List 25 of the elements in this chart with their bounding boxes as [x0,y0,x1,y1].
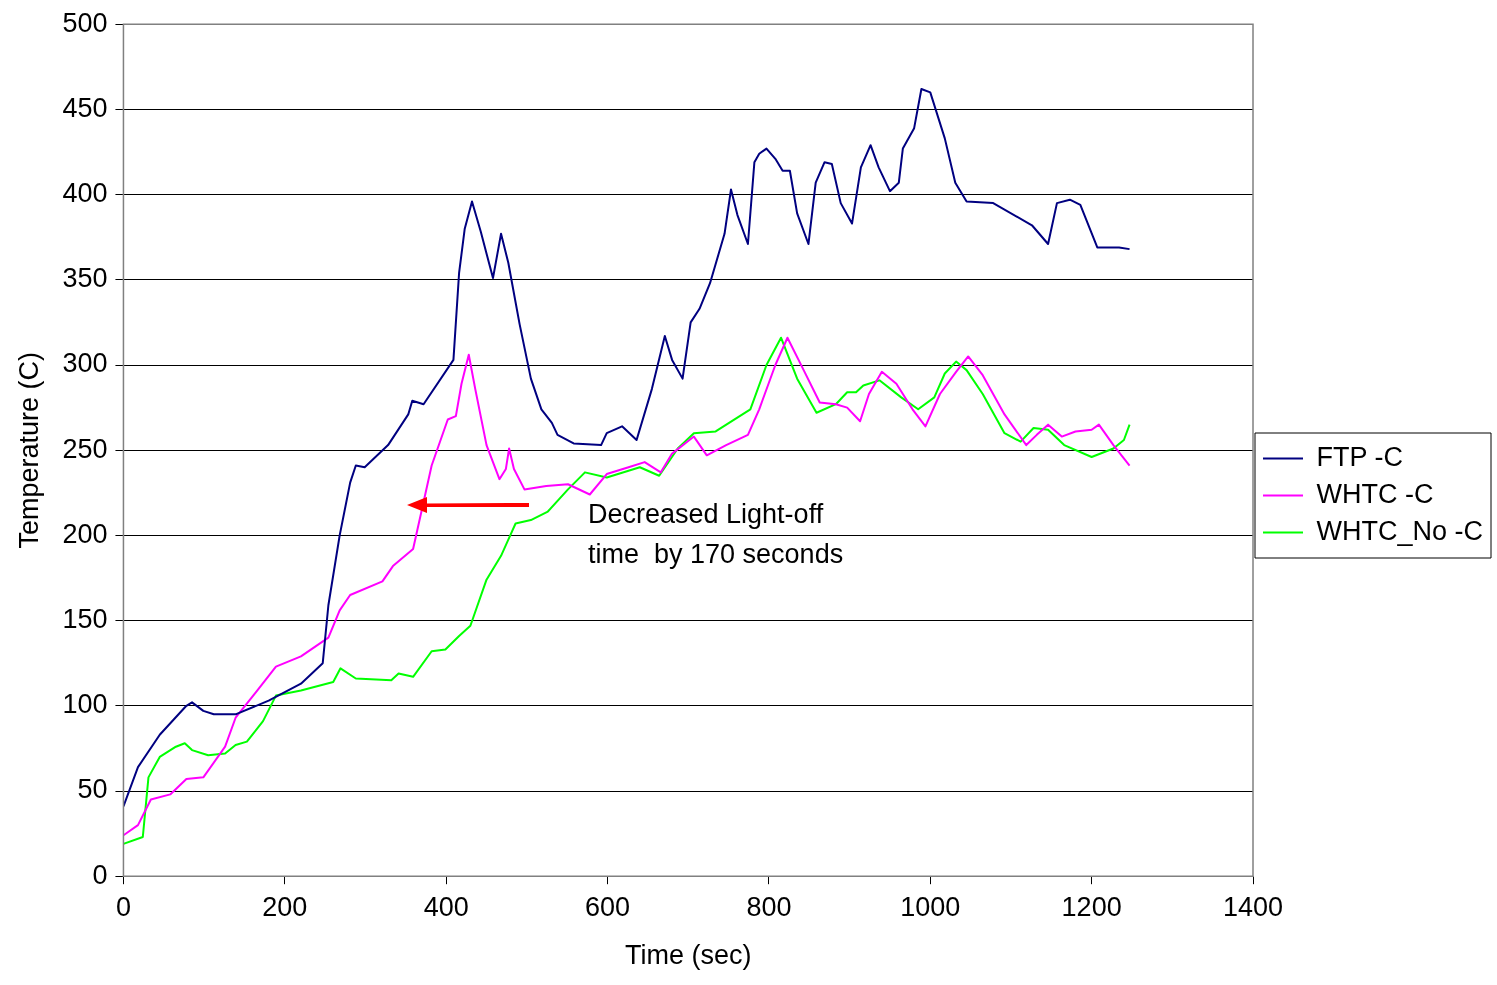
y-tick-label: 300 [62,348,108,379]
y-tick-label: 100 [62,689,108,720]
y-tick-label: 50 [77,774,108,805]
legend-label: WHTC -C [1316,478,1434,509]
y-tick-label: 200 [62,518,108,549]
y-tick-label: 500 [62,7,108,38]
y-tick-label: 150 [62,604,108,635]
x-tick-label: 1400 [1222,891,1284,922]
x-axis-title: Time (sec) [624,940,752,971]
x-tick-label: 800 [746,891,792,922]
annotation: Decreased Light-off time by 170 seconds [588,498,844,571]
y-tick-label: 350 [62,263,108,294]
y-tick-label: 400 [62,178,108,209]
legend-label: FTP -C [1316,441,1403,472]
y-tick-label: 0 [92,859,108,890]
y-axis-title: Temperature (C) [13,351,44,549]
x-tick-label: 400 [423,891,469,922]
legend-label: WHTC_No -C [1316,515,1483,546]
x-tick-label: 1200 [1061,891,1122,922]
x-tick-label: 200 [262,891,308,922]
y-tick-label: 250 [62,433,108,464]
x-tick-label: 600 [585,891,631,922]
y-tick-label: 450 [62,92,108,123]
x-tick-label: 1000 [900,891,961,922]
x-tick-label: 0 [115,891,131,922]
